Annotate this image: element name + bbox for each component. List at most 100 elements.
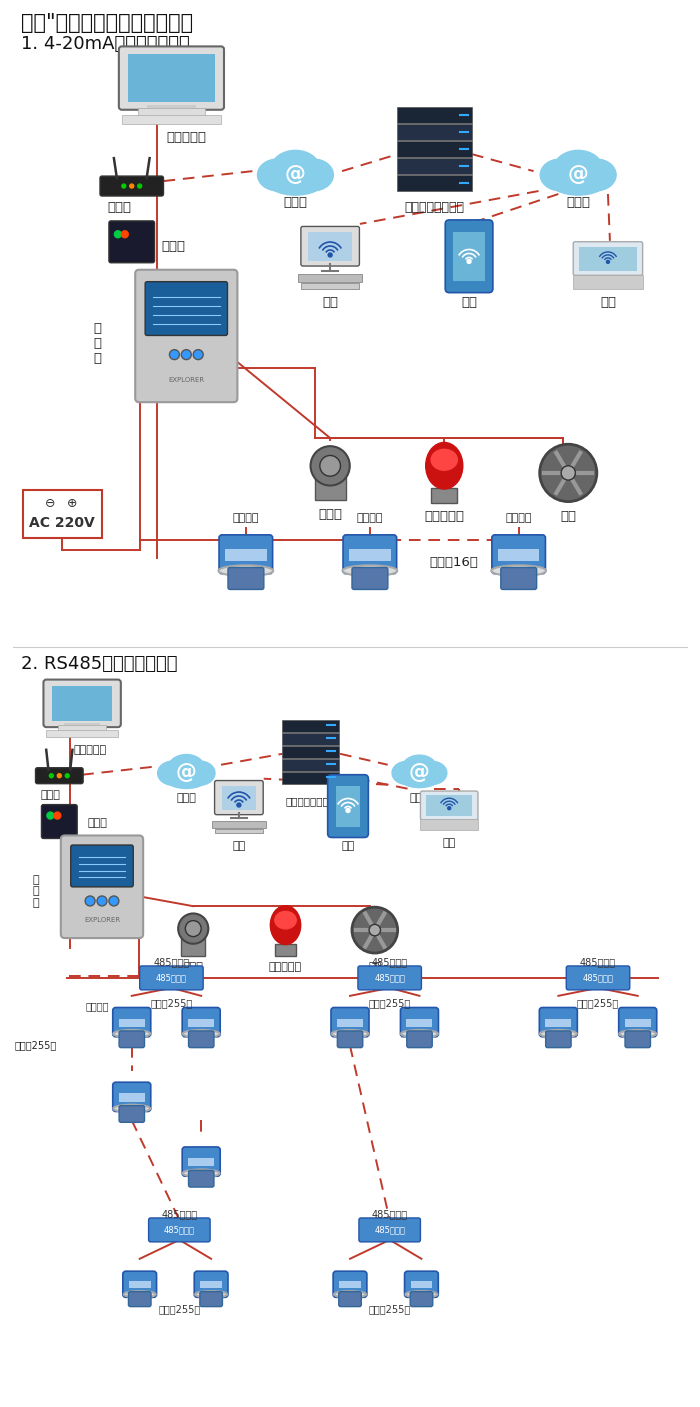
Ellipse shape xyxy=(398,767,440,788)
FancyBboxPatch shape xyxy=(145,281,228,335)
Bar xyxy=(335,787,361,827)
Ellipse shape xyxy=(431,449,457,470)
FancyBboxPatch shape xyxy=(400,1007,438,1037)
Text: 声光报警器: 声光报警器 xyxy=(269,962,302,972)
Circle shape xyxy=(320,456,340,476)
Circle shape xyxy=(57,774,62,778)
Circle shape xyxy=(186,920,201,937)
Bar xyxy=(315,476,346,499)
Circle shape xyxy=(352,908,398,953)
Bar xyxy=(215,829,263,833)
Ellipse shape xyxy=(293,159,333,191)
Bar xyxy=(498,549,540,561)
Ellipse shape xyxy=(258,159,298,191)
Bar xyxy=(181,936,205,955)
Bar xyxy=(397,124,472,141)
Bar xyxy=(624,1019,651,1027)
Text: 可连接255台: 可连接255台 xyxy=(158,1304,200,1314)
FancyBboxPatch shape xyxy=(352,567,388,590)
FancyBboxPatch shape xyxy=(188,1171,214,1188)
Text: 转换器: 转换器 xyxy=(162,241,186,253)
FancyBboxPatch shape xyxy=(182,1007,220,1037)
Bar xyxy=(200,1282,222,1289)
FancyBboxPatch shape xyxy=(43,680,121,727)
Circle shape xyxy=(121,231,128,238)
FancyBboxPatch shape xyxy=(148,1218,210,1242)
FancyBboxPatch shape xyxy=(625,1031,650,1048)
Text: 通
讯
线: 通 讯 线 xyxy=(93,322,101,364)
Bar xyxy=(397,141,472,158)
Bar xyxy=(188,1158,214,1166)
Text: EXPLORER: EXPLORER xyxy=(168,377,204,383)
FancyBboxPatch shape xyxy=(188,1031,214,1048)
Ellipse shape xyxy=(334,1292,366,1297)
Text: 单机版电脑: 单机版电脑 xyxy=(167,131,206,145)
Circle shape xyxy=(47,812,54,819)
FancyBboxPatch shape xyxy=(492,535,545,574)
Bar xyxy=(397,174,472,191)
Bar xyxy=(46,730,118,737)
Circle shape xyxy=(369,924,381,936)
Text: 信号输出: 信号输出 xyxy=(85,1000,108,1010)
Text: 互联网: 互联网 xyxy=(284,196,307,210)
Circle shape xyxy=(237,803,241,808)
Bar xyxy=(128,55,215,101)
Bar xyxy=(349,549,391,561)
Text: 可连接255台: 可连接255台 xyxy=(150,998,193,1007)
Text: 单机版电脑: 单机版电脑 xyxy=(74,744,106,754)
Bar xyxy=(410,1282,433,1289)
FancyBboxPatch shape xyxy=(71,846,133,886)
Bar xyxy=(545,1019,571,1027)
Bar xyxy=(397,158,472,174)
Bar xyxy=(52,687,112,720)
Ellipse shape xyxy=(620,1030,656,1037)
Circle shape xyxy=(97,896,107,906)
Bar xyxy=(58,726,106,732)
Text: 互联网: 互联网 xyxy=(566,196,590,210)
FancyBboxPatch shape xyxy=(61,836,144,938)
Text: 信号输出: 信号输出 xyxy=(505,512,532,523)
Circle shape xyxy=(448,806,451,809)
FancyBboxPatch shape xyxy=(109,221,155,263)
Circle shape xyxy=(178,913,209,944)
Text: 可连接255台: 可连接255台 xyxy=(15,1041,57,1051)
Text: 电脑: 电脑 xyxy=(322,295,338,308)
Bar xyxy=(122,115,221,124)
FancyBboxPatch shape xyxy=(119,1106,144,1123)
Circle shape xyxy=(193,350,203,360)
Ellipse shape xyxy=(576,159,616,191)
FancyBboxPatch shape xyxy=(410,1292,433,1307)
Text: 手机: 手机 xyxy=(461,295,477,308)
Text: 485中继器: 485中继器 xyxy=(582,974,613,982)
FancyBboxPatch shape xyxy=(219,535,272,574)
Text: 互联网: 互联网 xyxy=(410,792,429,802)
Bar xyxy=(301,283,359,288)
FancyBboxPatch shape xyxy=(228,567,264,590)
Text: 风机: 风机 xyxy=(560,509,576,523)
Bar xyxy=(211,822,266,827)
FancyBboxPatch shape xyxy=(421,791,478,820)
Bar xyxy=(281,733,339,744)
Ellipse shape xyxy=(267,166,325,196)
Text: 电磁阀: 电磁阀 xyxy=(318,508,342,521)
FancyBboxPatch shape xyxy=(407,1031,432,1048)
Circle shape xyxy=(85,896,95,906)
Bar xyxy=(22,490,102,537)
Bar xyxy=(64,723,100,726)
Text: 电磁阀: 电磁阀 xyxy=(183,962,203,972)
Ellipse shape xyxy=(168,754,205,782)
Circle shape xyxy=(54,812,61,819)
Text: 互联网: 互联网 xyxy=(176,792,196,802)
Text: @: @ xyxy=(568,163,589,184)
FancyBboxPatch shape xyxy=(135,270,237,402)
Ellipse shape xyxy=(271,151,320,189)
Ellipse shape xyxy=(183,1030,220,1037)
Ellipse shape xyxy=(401,1030,438,1037)
Circle shape xyxy=(50,774,53,778)
FancyBboxPatch shape xyxy=(140,967,203,991)
FancyBboxPatch shape xyxy=(200,1292,223,1307)
Circle shape xyxy=(540,445,597,502)
Text: 终端: 终端 xyxy=(442,839,456,848)
Bar xyxy=(129,1282,150,1289)
Ellipse shape xyxy=(540,1030,577,1037)
